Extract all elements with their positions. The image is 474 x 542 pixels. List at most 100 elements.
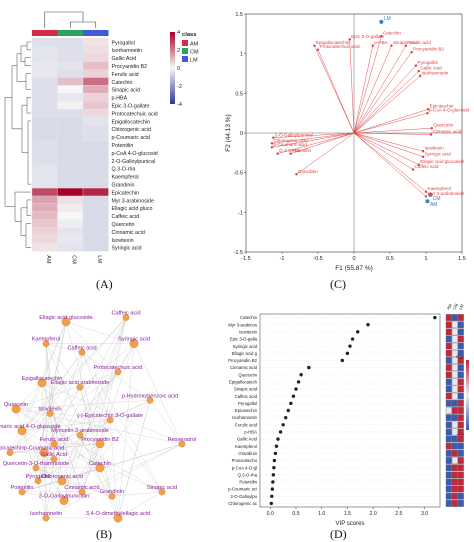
vip-heat-cell (451, 349, 458, 357)
network-node (146, 396, 154, 404)
vip-heat-cell (445, 335, 452, 343)
network-edge (21, 430, 65, 501)
row-label: Pyrogallol (112, 40, 135, 46)
vip-heat-cell (457, 471, 464, 479)
panel-label-c: (C) (330, 277, 346, 291)
heatmap-cell (57, 172, 84, 181)
legend-label: CM (190, 50, 199, 56)
network-node (158, 488, 166, 496)
loading-label: p-Coumaric acid (273, 142, 307, 147)
network-edge (9, 413, 51, 453)
vip-heat-cell (457, 392, 464, 400)
network-edge (45, 343, 101, 468)
row-label: Protocatechuic acid (112, 111, 158, 117)
loading-label: Pyrogallol (417, 60, 437, 65)
x-tick-label: 2.5 (395, 511, 402, 517)
vip-heat-cell (445, 485, 452, 493)
network-node-label: Quercetin-3-O-rhamnoside (3, 461, 70, 467)
heat-column-label: AM (446, 303, 453, 311)
vip-heat-cell (445, 349, 452, 357)
panel-label-d: (D) (330, 527, 347, 541)
heatmap-cell (82, 37, 109, 47)
network-edge (37, 459, 55, 482)
heatmap-cell (57, 116, 84, 126)
category-label: Potentilin (239, 480, 257, 485)
network-edge (35, 371, 119, 468)
heatmap-cell (31, 37, 58, 47)
network-edge (99, 467, 113, 497)
y-tick-label: 0.5 (235, 91, 243, 97)
vip-point (278, 430, 283, 434)
loading-label: Sinapic acid (393, 40, 418, 45)
network-edge (41, 382, 183, 445)
row-label: Isorhamnetin (112, 48, 143, 54)
vip-heat-cell (445, 421, 452, 429)
loading-point (390, 44, 393, 47)
loading-arrow (353, 65, 417, 134)
loading-label: Isorhamnetin (422, 70, 449, 75)
network-node-label: Isorhamnetin (30, 511, 62, 517)
loading-label: Syringic acid (425, 151, 451, 156)
vip-point (294, 387, 298, 391)
heatmap-cell (31, 93, 58, 102)
network-edge (111, 491, 163, 497)
observation-label: AM (430, 202, 438, 208)
network-node (114, 368, 122, 376)
vip-heat-cell (457, 385, 464, 393)
y-tick-label: 0 (240, 131, 243, 137)
heatmap-cell (82, 148, 109, 157)
vip-point (284, 415, 288, 420)
vip-heat-cell (445, 464, 452, 472)
network-node (46, 409, 54, 417)
loading-point (410, 50, 413, 54)
heatmap-cell (57, 85, 84, 94)
network-edge (49, 343, 135, 414)
y-tick-label: -0.5 (234, 171, 243, 177)
loading-point (316, 48, 320, 51)
network-node-label: Ellagic acid arabinoside (51, 380, 110, 386)
network-node-label: 3,4-O-dimethylellagic acid (86, 511, 150, 517)
vip-point (345, 351, 350, 356)
vip-point (291, 394, 296, 398)
loading-arrow (353, 45, 373, 134)
heatmap-cell (31, 61, 58, 70)
row-label: Epicatechin (112, 190, 139, 196)
heatmap-cell (82, 203, 109, 212)
vip-heat-cell (457, 314, 464, 321)
loading-point (430, 127, 433, 130)
vip-heat-cell (457, 342, 464, 350)
heatmap-cell (31, 140, 58, 149)
network-edge (35, 467, 113, 497)
category-label: Ferulic acid (235, 422, 258, 427)
category-label: Grandinin (238, 451, 257, 456)
colorbar-tick: 4 (177, 30, 180, 36)
loading-label: Epic 3-O-gallate (351, 34, 384, 39)
network-edge (35, 321, 67, 468)
network-edge (61, 480, 113, 497)
network-edge (49, 321, 67, 414)
x-tick-label: 2.0 (370, 511, 377, 517)
network-node (42, 514, 50, 522)
network-node-label: Caffeic acid (111, 310, 140, 316)
loading-arrow (353, 45, 407, 134)
loading-point (424, 190, 428, 193)
row-label: Epigallocatechin (112, 119, 151, 125)
heatmap-cell (31, 77, 58, 86)
network-edge (43, 387, 81, 453)
vip-point (307, 365, 311, 370)
heatmap-cell (82, 180, 109, 189)
loading-label: Gallic Acid (420, 66, 442, 71)
network-node (59, 496, 69, 505)
network-edge (45, 343, 55, 460)
heatmap-cell (57, 211, 84, 220)
loading-label: Quercetin (433, 123, 453, 128)
loading-point (371, 44, 374, 47)
row-label: Ferulic acid (112, 72, 139, 78)
vip-heat-cell (451, 442, 458, 450)
network-edge (37, 352, 83, 481)
category-label: Procyanidin B2 (228, 358, 258, 363)
heatmap-cell (57, 227, 84, 236)
row-label: Chlorogenic acid (112, 127, 152, 133)
loading-arrow (353, 70, 419, 134)
